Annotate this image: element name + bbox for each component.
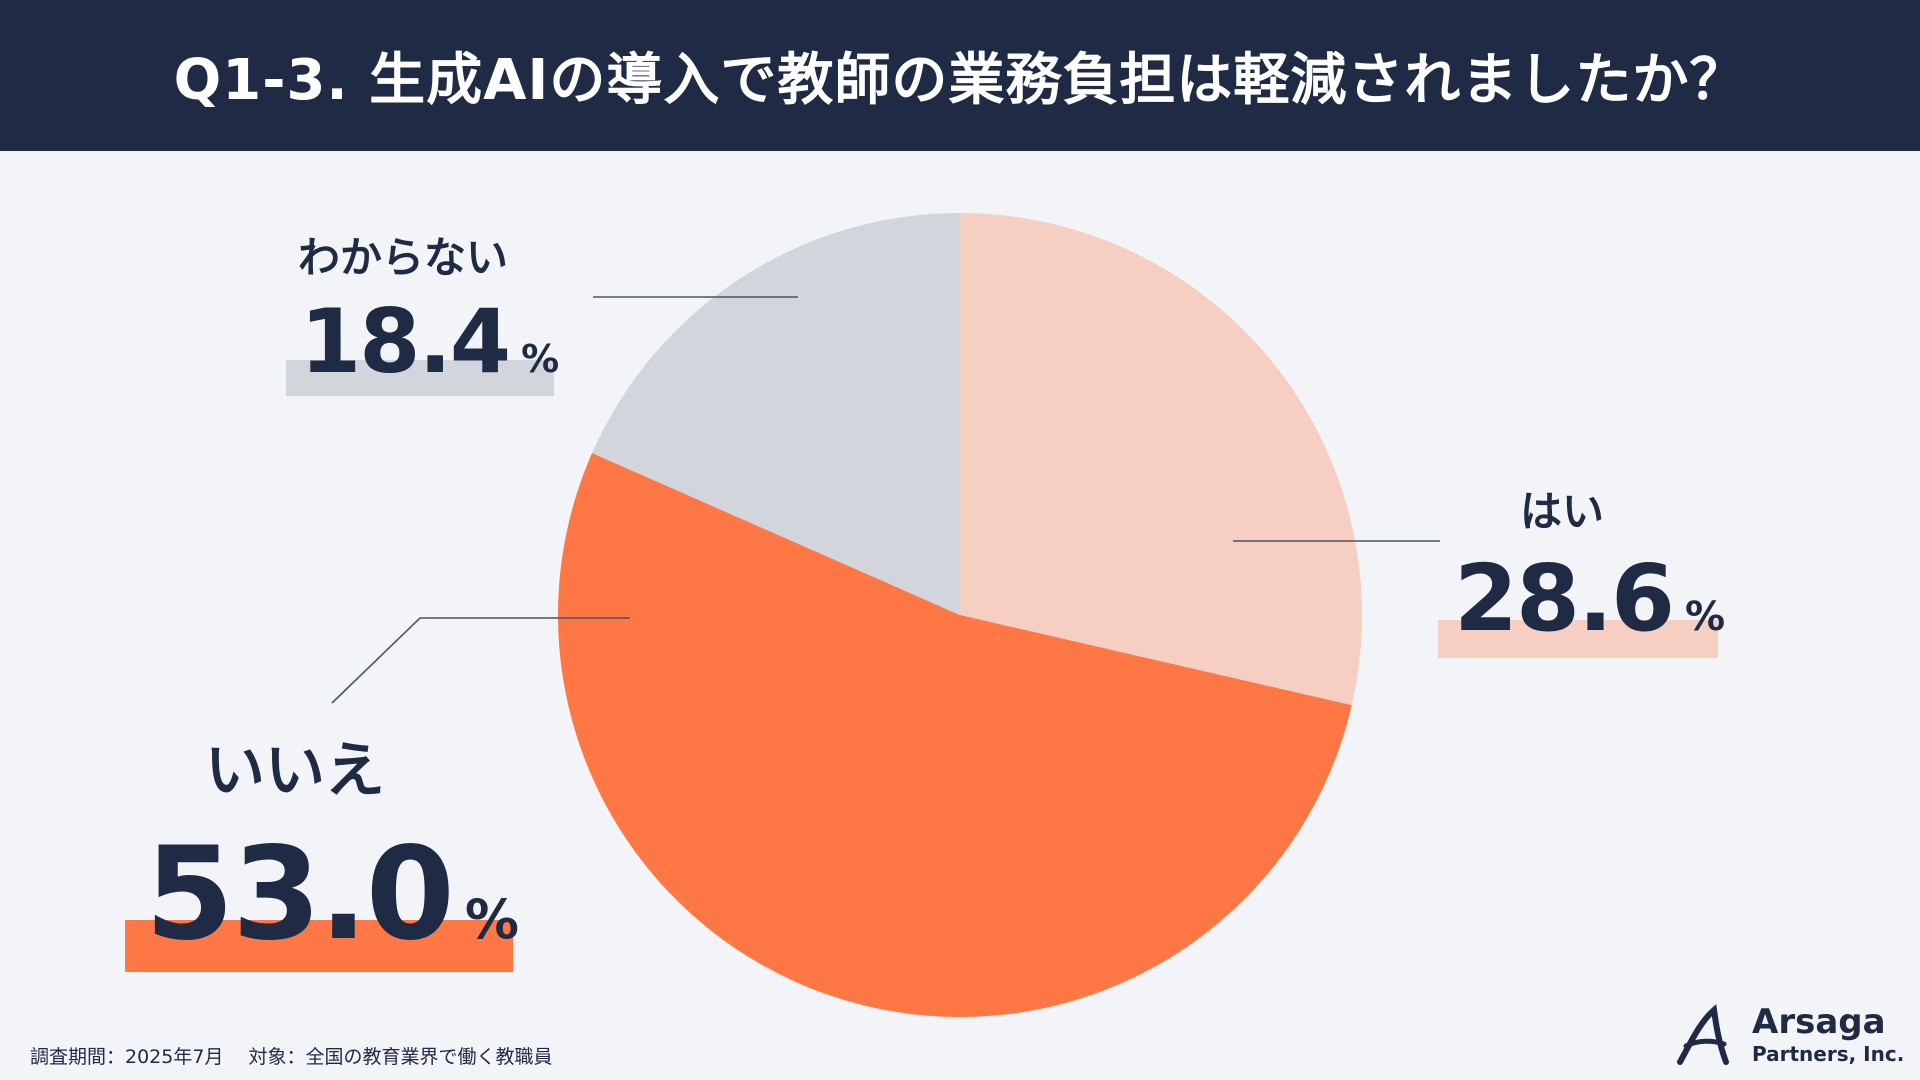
value-number-yes: 28.6 — [1454, 545, 1675, 652]
value-highlight-bar-yes — [1438, 620, 1718, 658]
value-number-no: 53.0 — [145, 820, 455, 969]
value-unit-unknown: % — [521, 337, 560, 381]
slice-label-no: いいえ — [205, 736, 385, 806]
value-unit-yes: % — [1685, 594, 1726, 640]
pie-slice-no — [557, 453, 1352, 1018]
value-text-yes: 28.6 % — [1454, 545, 1725, 652]
value-highlight-bar-no — [125, 920, 513, 972]
value-text-unknown: 18.4 % — [300, 290, 559, 393]
value-unit-no: % — [464, 888, 519, 951]
value-number-unknown: 18.4 — [300, 290, 511, 393]
page-title: Q1-3. 生成AIの導入で教師の業務負担は軽減されましたか？ — [173, 48, 1747, 113]
slice-label-unknown: わからない — [298, 233, 509, 282]
slice-value-yes: 28.6 % — [1438, 545, 1725, 660]
pie-slice-unknown — [592, 213, 960, 615]
logo-subtitle: Partners, Inc. — [1752, 1042, 1905, 1066]
pie-slice-yes — [960, 213, 1362, 706]
value-text-no: 53.0 % — [145, 820, 519, 969]
survey-note: 調査期間：2025年7月 対象：全国の教育業界で働く教職員 — [30, 1046, 553, 1068]
company-logo: Arsaga Partners, Inc. — [1672, 1000, 1905, 1070]
logo-mark-icon — [1677, 1004, 1729, 1065]
slice-label-yes: はい — [1520, 487, 1605, 536]
logo-name: Arsaga — [1752, 1002, 1886, 1042]
leader-line-no — [331, 617, 630, 704]
slice-value-unknown: 18.4 % — [286, 290, 559, 398]
slice-value-no: 53.0 % — [125, 820, 519, 972]
value-highlight-bar-unknown — [286, 360, 554, 396]
header-banner: Q1-3. 生成AIの導入で教師の業務負担は軽減されましたか？ — [0, 0, 1920, 151]
